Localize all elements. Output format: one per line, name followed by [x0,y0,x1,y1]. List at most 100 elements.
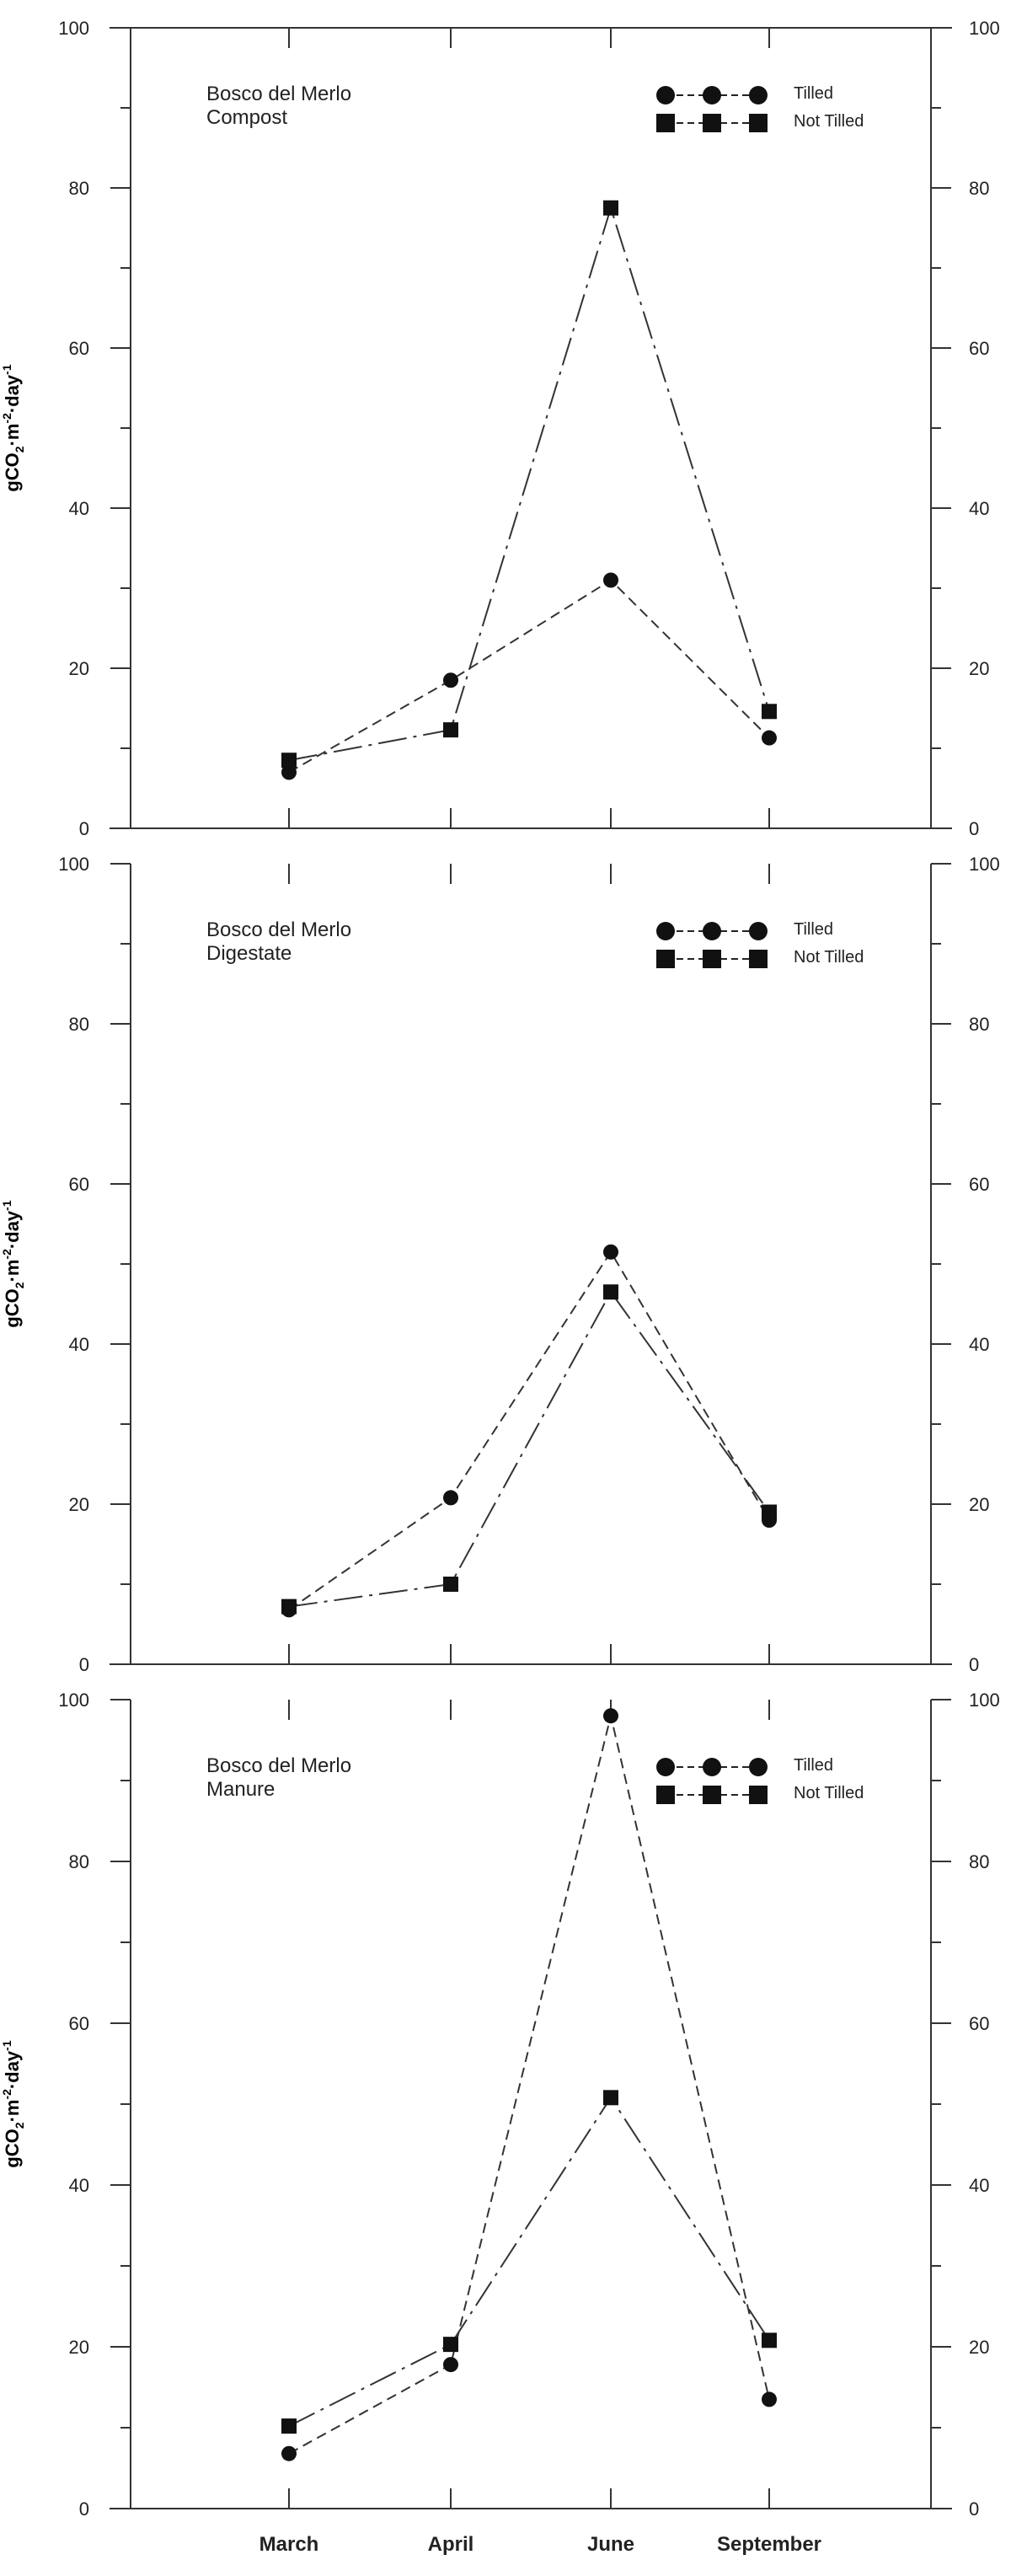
y-tick-label: 60 [69,338,89,359]
data-point-tilled [443,2357,458,2373]
panel-title: Bosco del Merlo [206,918,351,941]
series-line-tilled [288,1715,770,2455]
y-tick-label-right: 0 [969,1654,979,1675]
y-tick-label-right: 40 [969,498,989,519]
y-axis-label: gCO2·m-2·day-1 [0,364,26,492]
y-tick-label: 60 [69,2013,89,2034]
data-point-not-tilled [443,2337,458,2353]
data-point-tilled [281,764,297,780]
y-tick-label: 20 [69,658,89,679]
legend-marker-square [656,1786,675,1804]
panel-digestate: 0 0 20 20 40 40 60 60 80 80 100 100 gCO2·m-2·day-1 Bo… [0,854,1000,1675]
series-line-not-tilled [288,2096,770,2427]
legend-marker-square [749,1786,768,1804]
data-point-tilled [762,730,777,746]
y-tick-label: 100 [58,18,89,39]
series-line-tilled [288,579,770,774]
data-point-not-tilled [762,704,777,720]
y-tick-label: 40 [69,2175,89,2196]
y-tick-label: 40 [69,1334,89,1355]
y-tick-label-right: 100 [969,1690,1000,1711]
data-point-not-tilled [281,1599,297,1615]
data-point-not-tilled [762,2332,777,2348]
panel-title: Bosco del Merlo [206,83,351,105]
data-point-not-tilled [443,1577,458,1592]
data-point-tilled [603,1708,618,1724]
y-tick-label: 60 [69,1174,89,1195]
legend-label: Tilled [794,84,833,103]
legend-label: Not Tilled [794,112,864,131]
panel-title: Bosco del Merlo [206,1754,351,1777]
y-tick-label: 20 [69,2337,89,2358]
legend-marker-square [703,114,721,132]
data-point-not-tilled [603,2090,618,2106]
y-tick-label: 20 [69,1494,89,1515]
y-tick-label-right: 60 [969,2013,989,2034]
legend-marker-square [656,114,675,132]
legend-marker-circle [656,86,675,104]
y-tick-label-right: 0 [969,2498,979,2520]
y-tick-label: 80 [69,178,89,199]
panel-subtitle: Compost [206,106,287,129]
legend-marker-square [703,950,721,968]
y-tick-label-right: 60 [969,338,989,359]
y-tick-label: 0 [79,1654,89,1675]
y-tick-label-right: 40 [969,1334,989,1355]
legend-marker-square [703,1786,721,1804]
y-axis-label: gCO2·m-2·day-1 [0,2040,26,2168]
y-tick-label: 0 [79,2498,89,2520]
legend-marker-square [749,950,768,968]
legend-marker-circle [703,922,721,940]
legend-marker-circle [749,86,768,104]
data-point-not-tilled [603,200,618,216]
x-category-label: April [428,2533,474,2556]
legend-marker-circle [703,86,721,104]
data-point-tilled [603,1244,618,1260]
legend-marker-circle [656,1758,675,1776]
legend-label: Not Tilled [794,948,864,967]
legend-label: Tilled [794,1756,833,1775]
y-tick-label: 0 [79,818,89,839]
data-point-not-tilled [762,1504,777,1520]
y-tick-label-right: 0 [969,818,979,839]
y-tick-label-right: 80 [969,1851,989,1872]
legend-label: Tilled [794,920,833,939]
data-point-not-tilled [443,722,458,738]
y-tick-label-right: 80 [969,178,989,199]
y-tick-label: 100 [58,1690,89,1711]
y-tick-label: 80 [69,1014,89,1035]
panel-subtitle: Digestate [206,942,292,965]
panel-manure: 0 0 20 20 40 40 60 60 80 80 100 100 gCO2·m-2·day-1 Bo… [0,1690,1000,2520]
x-category-label: September [717,2533,821,2556]
data-point-not-tilled [281,2418,297,2434]
y-tick-label-right: 100 [969,18,1000,39]
y-tick-label-right: 80 [969,1014,989,1035]
data-point-tilled [443,672,458,688]
legend-marker-square [656,950,675,968]
data-point-tilled [762,2391,777,2407]
y-tick-label-right: 100 [969,854,1000,875]
y-tick-label: 80 [69,1851,89,1872]
panel-subtitle: Manure [206,1778,275,1801]
x-category-label: June [587,2533,634,2556]
legend-marker-circle [656,922,675,940]
panel-compost: 0 0 20 20 40 40 60 60 80 80 100 100 gCO2·m-2·day-1 Bo… [0,18,1000,839]
y-tick-label-right: 60 [969,1174,989,1195]
legend-marker-circle [703,1758,721,1776]
x-category-label: March [259,2533,319,2556]
series-line-not-tilled [288,1290,770,1608]
y-tick-label-right: 20 [969,2337,989,2358]
y-tick-label: 40 [69,498,89,519]
data-point-tilled [603,572,618,588]
data-point-not-tilled [281,752,297,769]
y-axis-label: gCO2·m-2·day-1 [0,1200,26,1328]
y-tick-label-right: 40 [969,2175,989,2196]
legend-label: Not Tilled [794,1784,864,1802]
y-tick-label: 100 [58,854,89,875]
data-point-tilled [443,1490,458,1506]
data-point-tilled [281,2445,297,2461]
data-point-not-tilled [603,1284,618,1300]
y-tick-label-right: 20 [969,1494,989,1515]
legend-marker-square [749,114,768,132]
